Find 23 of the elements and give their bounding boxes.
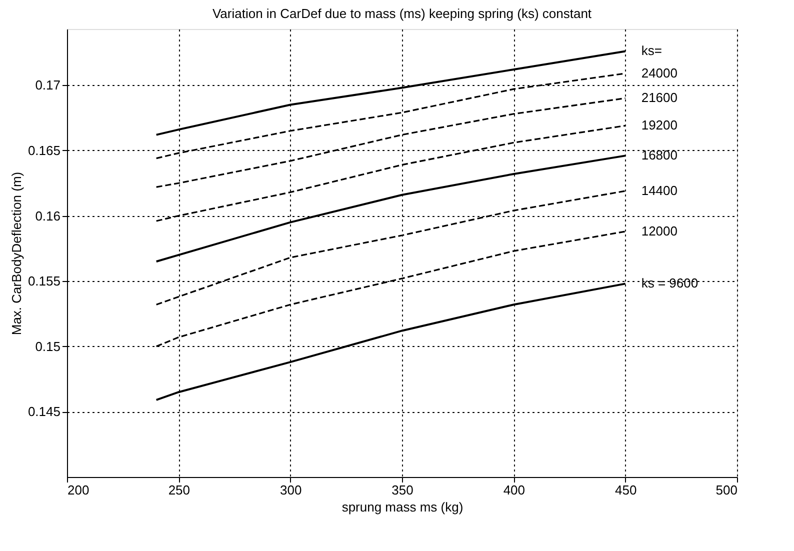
series-label: ks= [641, 43, 662, 58]
series-label: 12000 [641, 223, 678, 238]
x-tick-label: 350 [392, 482, 414, 498]
x-tick-label: 400 [503, 482, 526, 498]
y-tick-label: 0.165 [28, 142, 60, 158]
y-axis-title: Max. CarBodyDeflection (m) [8, 172, 24, 336]
y-tick-label: 0.16 [35, 208, 60, 224]
series-label: 19200 [641, 118, 678, 133]
x-tick-label: 300 [280, 482, 302, 498]
y-tick-label: 0.17 [35, 78, 60, 93]
chart-title: Variation in CarDef due to mass (ms) keeping spring (ks) constant [212, 6, 592, 21]
x-tick-label: 450 [614, 482, 637, 498]
x-axis-title: sprung mass ms (kg) [342, 500, 464, 514]
series-label: 16800 [641, 148, 678, 163]
x-tick-label: 500 [716, 482, 738, 498]
y-tick-label: 0.145 [28, 404, 60, 420]
y-tick-label: 0.155 [28, 274, 60, 289]
series-label: 14400 [641, 182, 678, 198]
series-label: 24000 [641, 65, 678, 80]
x-tick-label: 250 [168, 482, 190, 498]
series-label: 21600 [641, 90, 678, 106]
y-tick-label: 0.15 [35, 338, 60, 354]
x-tick-label: 200 [68, 482, 90, 498]
